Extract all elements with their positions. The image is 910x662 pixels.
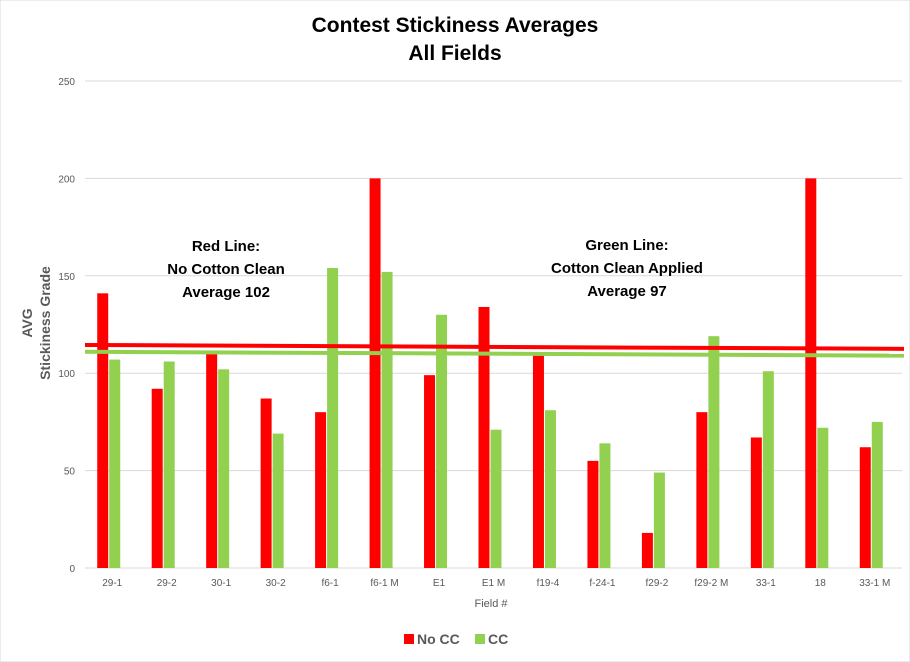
x-tick-label: f6-1 M [370, 578, 398, 589]
bar-cc [163, 361, 175, 568]
bar-cc [490, 429, 502, 568]
x-tick-label: 29-2 [157, 578, 177, 589]
bar-cc [381, 271, 393, 568]
bar-cc [871, 421, 883, 568]
bar-no-cc [369, 178, 381, 568]
green-line-annotation: Green Line: Cotton Clean Applied Average… [551, 237, 703, 300]
x-tick-label: 29-1 [102, 578, 122, 589]
x-tick-label: 18 [815, 578, 827, 589]
bar-cc [708, 336, 720, 568]
bar-cc [218, 369, 230, 568]
bar-no-cc [805, 178, 817, 568]
bar-no-cc [532, 355, 544, 568]
bar-cc [762, 371, 774, 568]
bar-no-cc [587, 460, 599, 568]
red-line-annotation: Red Line: No Cotton Clean Average 102 [167, 238, 285, 301]
bar-cc [599, 443, 611, 568]
bar-no-cc [750, 437, 762, 568]
bars [97, 178, 883, 568]
x-tick-label: 33-1 M [859, 578, 890, 589]
x-tick-label: f-24-1 [589, 578, 616, 589]
green-line-annotation-line3: Average 97 [587, 283, 667, 300]
bar-cc [327, 268, 339, 568]
y-tick-label: 250 [58, 77, 75, 88]
bar-cc [436, 314, 448, 568]
bar-no-cc [478, 306, 490, 568]
x-tick-label: f29-2 M [694, 578, 728, 589]
y-tick-label: 150 [58, 272, 75, 283]
x-tick-label: f6-1 [321, 578, 339, 589]
y-axis-title-line2: Stickiness Grade [37, 266, 53, 380]
bar-no-cc [696, 412, 708, 568]
reference-lines [84, 342, 905, 358]
bar-no-cc [97, 293, 109, 568]
x-tick-label: E1 [433, 578, 446, 589]
x-tick-label: f29-2 [646, 578, 669, 589]
x-tick-labels: 29-1 29-2 30-1 30-2 f6-1 f6-1 M E1 E1 M f19-4 f-2… [102, 578, 890, 589]
bar-no-cc [424, 375, 436, 568]
y-tick-labels: 0 50 100 150 200 250 [58, 77, 75, 575]
y-tick-label: 50 [64, 467, 76, 478]
y-tick-label: 100 [58, 369, 75, 380]
bar-no-cc [151, 388, 163, 568]
bar-no-cc [260, 398, 272, 568]
legend: No CC CC [404, 631, 508, 647]
bar-cc [544, 410, 556, 568]
bar-no-cc [315, 412, 327, 568]
x-tick-label: 30-2 [266, 578, 286, 589]
legend-swatch-no-cc [404, 634, 414, 644]
legend-label-no-cc: No CC [417, 631, 460, 647]
red-line-annotation-line3: Average 102 [182, 284, 270, 301]
reference-line-cc [84, 349, 905, 358]
red-line-annotation-line1: Red Line: [192, 238, 260, 255]
y-tick-label: 200 [58, 174, 75, 185]
bar-cc [817, 427, 829, 568]
x-tick-label: 33-1 [756, 578, 776, 589]
bar-cc [109, 359, 121, 568]
bar-cc [653, 472, 665, 568]
legend-swatch-cc [475, 634, 485, 644]
y-tick-label: 0 [69, 564, 75, 575]
chart-title: Contest Stickiness Averages [312, 14, 599, 37]
legend-label-cc: CC [488, 631, 508, 647]
bar-no-cc [859, 447, 871, 568]
green-line-annotation-line1: Green Line: [585, 237, 668, 254]
bar-no-cc [206, 353, 218, 568]
x-tick-label: f19-4 [537, 578, 560, 589]
reference-line-no-cc [84, 342, 905, 351]
bar-cc [272, 433, 284, 568]
y-axis-title-line1: AVG [19, 308, 35, 337]
x-tick-label: 30-1 [211, 578, 231, 589]
x-axis-title: Field # [474, 598, 508, 610]
red-line-annotation-line2: No Cotton Clean [167, 261, 285, 278]
chart-subtitle: All Fields [408, 42, 501, 65]
green-line-annotation-line2: Cotton Clean Applied [551, 260, 703, 277]
bar-no-cc [641, 532, 653, 568]
x-tick-label: E1 M [482, 578, 505, 589]
